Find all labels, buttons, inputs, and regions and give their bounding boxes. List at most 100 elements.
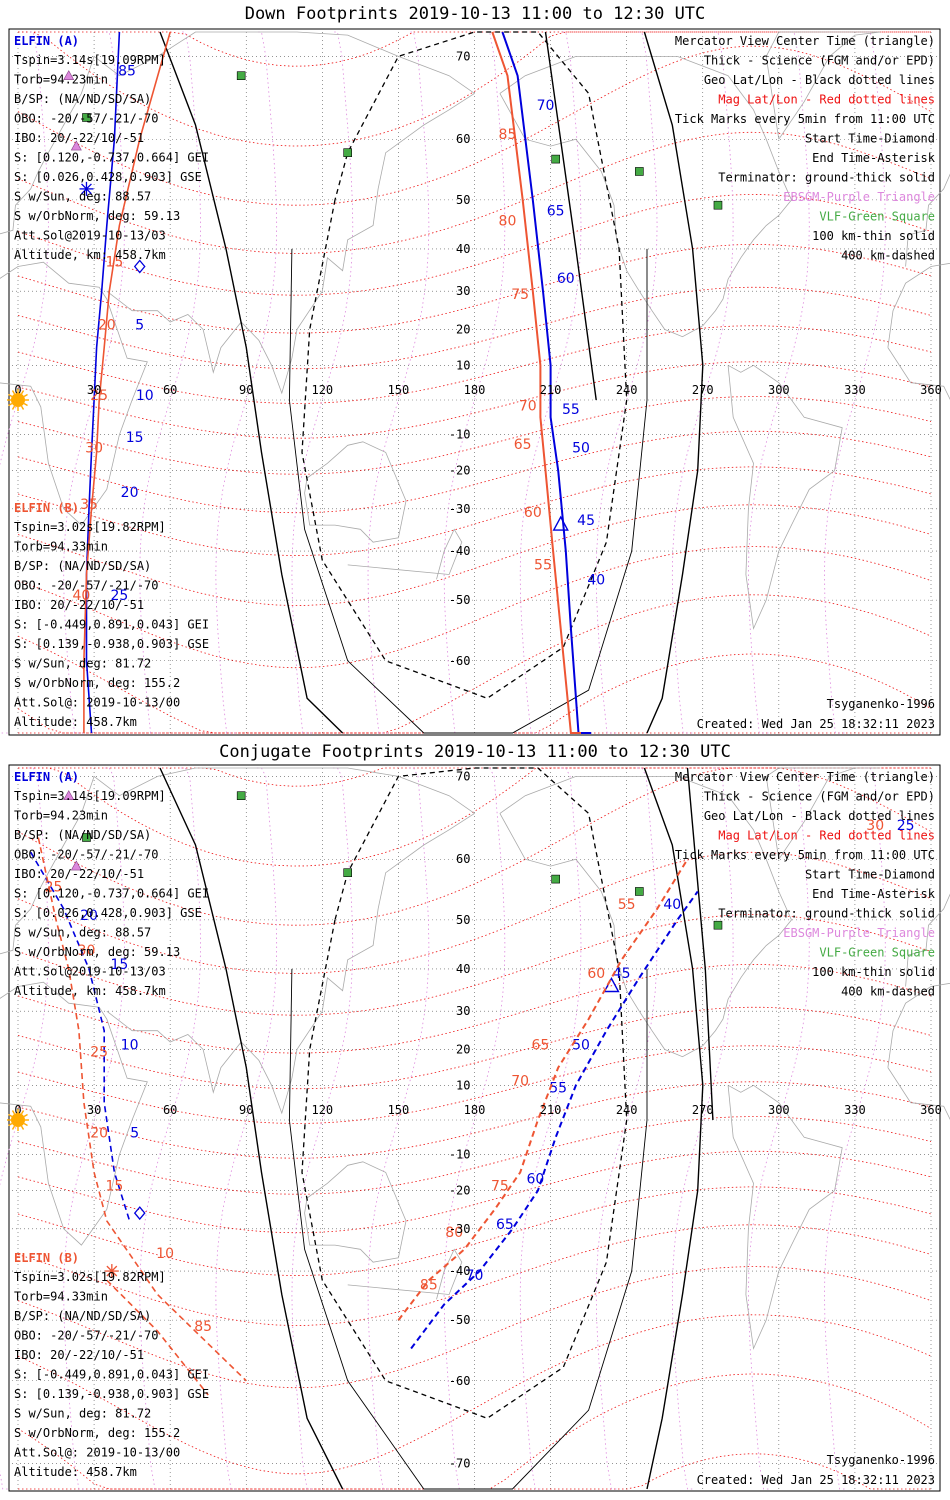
elfin-a-info-line: S: [0.026,0.428,0.903] GSE	[14, 906, 202, 920]
sun-ray	[8, 402, 13, 407]
created-label: Created: Wed Jan 25 18:32:11 2023	[697, 1473, 935, 1487]
mag-meridian	[519, 767, 582, 1490]
legend-entry: 400 km-dashed	[841, 985, 935, 999]
track-tick-label: 70	[537, 98, 555, 114]
elfin-a-info-line: S w/OrbNorm, deg: 59.13	[14, 209, 180, 223]
y-tick-label: -40	[449, 1264, 471, 1278]
track-tick-label: 20	[80, 908, 98, 924]
created-label: Created: Wed Jan 25 18:32:11 2023	[697, 717, 935, 731]
sun-ray	[11, 1110, 16, 1115]
elfin-a-info-line: B/SP: (NA/ND/SD/SA)	[14, 828, 151, 842]
elfin-b-header: ELFIN (B)	[14, 501, 79, 515]
track-tick-label: 85	[118, 64, 136, 80]
track-tick-label: 20	[90, 1125, 108, 1141]
elfin-b-info-line: S: [0.139,-0.938,0.903] GSE	[14, 1387, 209, 1401]
legend-entry: Terminator: ground-thick solid	[718, 171, 935, 185]
square-marker	[343, 868, 352, 877]
square-marker	[82, 833, 91, 842]
coastline	[905, 173, 950, 267]
elfin-a-info-line: Tspin=3.14s[19.09RPM]	[14, 789, 166, 803]
track-tick-label: 70	[466, 1268, 484, 1284]
x-tick-label: 90	[239, 383, 253, 397]
coastline	[347, 1248, 463, 1300]
elfin-a-info-line: S w/Sun, deg: 88.57	[14, 190, 151, 204]
terminator-ground	[544, 31, 597, 401]
mag-parallel	[17, 1150, 932, 1234]
y-tick-label: -10	[449, 1148, 471, 1162]
track-tick-label: 85	[499, 127, 517, 143]
asterisk-marker	[104, 1264, 119, 1279]
track-tick-label: 15	[111, 957, 129, 973]
coastline	[499, 56, 792, 338]
mag-meridian	[747, 767, 810, 1490]
x-tick-label: 240	[616, 1103, 638, 1117]
terminator-ground	[643, 767, 704, 1490]
track-elfin-a	[501, 31, 592, 734]
sun-ray	[23, 402, 28, 407]
y-tick-label: 60	[456, 852, 470, 866]
track-tick-label: 5	[130, 1125, 139, 1141]
coastline	[727, 364, 843, 630]
model-label: Tsyganenko-1996	[827, 1453, 935, 1467]
y-tick-label: -50	[449, 593, 471, 607]
terminator-ground	[686, 767, 714, 1121]
x-tick-label: 330	[844, 1103, 866, 1117]
triangle-marker	[70, 860, 82, 871]
terminator-100km	[288, 968, 648, 1490]
coastline	[304, 1161, 407, 1263]
model-label: Tsyganenko-1996	[827, 697, 935, 711]
triangle-marker	[63, 70, 75, 80]
track-tick-label: 25	[111, 588, 129, 604]
track-tick-label: 15	[126, 430, 144, 446]
sun-ray	[23, 1122, 28, 1127]
square-marker	[236, 791, 246, 800]
track-elfin-b	[37, 837, 247, 1382]
track-tick-label: 55	[562, 402, 580, 418]
elfin-a-info-line: S w/Sun, deg: 88.57	[14, 926, 151, 940]
elfin-b-header: ELFIN (B)	[14, 1251, 79, 1265]
x-tick-label: 180	[464, 1103, 486, 1117]
track-tick-label: 45	[577, 513, 595, 529]
mag-parallel	[17, 45, 932, 206]
mag-meridian	[139, 767, 202, 1490]
coastline	[887, 982, 950, 1121]
terminator-ground	[643, 31, 704, 734]
track-tick-label: 30	[78, 943, 96, 959]
y-tick-label: -40	[449, 544, 471, 558]
elfin-a-header: ELFIN (A)	[14, 34, 79, 48]
x-tick-label: 240	[616, 383, 638, 397]
track-tick-label: 40	[587, 572, 605, 588]
elfin-b-info-line: B/SP: (NA/ND/SD/SA)	[14, 559, 151, 573]
mag-parallel	[17, 1116, 932, 1195]
diamond-marker	[133, 259, 146, 274]
conjugate-footprints-map: 20 15 10 5 25 30 25 20 15 10 85 70 65 60 55 50 45 40 25 85 8…	[0, 764, 950, 1492]
legend-entry: 400 km-dashed	[841, 249, 935, 263]
elfin-a-info-line: S: [0.120,-0.737,0.664] GEI	[14, 887, 209, 901]
track-tick-label: 65	[514, 437, 532, 453]
mag-parallel	[17, 1006, 932, 1090]
coastline	[0, 31, 475, 235]
track-tick-label: 20	[98, 317, 116, 333]
elfin-b-info-line: S w/OrbNorm, deg: 155.2	[14, 1426, 180, 1440]
asterisk-stroke	[106, 1265, 118, 1277]
legend-entry: VLF-Green Square	[819, 210, 935, 224]
mag-parallel	[17, 396, 932, 475]
track-elfin-b	[397, 858, 689, 1321]
elfin-a-info-line: IBO: 20/-22/10/-51	[14, 867, 144, 881]
x-tick-label: 270	[692, 383, 714, 397]
mag-parallel	[17, 504, 932, 606]
y-tick-label: 60	[456, 132, 470, 146]
x-tick-label: 210	[540, 383, 562, 397]
triangle-marker	[70, 140, 82, 151]
track-tick-label: 60	[526, 1171, 544, 1187]
track-tick-label: 80	[499, 213, 517, 229]
track-tick-label: 60	[524, 505, 542, 521]
mag-parallel	[17, 1045, 932, 1124]
coastline	[765, 31, 881, 140]
square-marker	[551, 874, 560, 884]
track-tick-label: 15	[105, 1179, 123, 1195]
legend-entry: Start Time-Diamond	[805, 868, 935, 882]
sun-ray	[20, 405, 25, 410]
elfin-b-info-line: Att.Sol@: 2019-10-13/00	[14, 696, 180, 710]
legend-entry: Geo Lat/Lon - Black dotted lines	[704, 809, 935, 823]
